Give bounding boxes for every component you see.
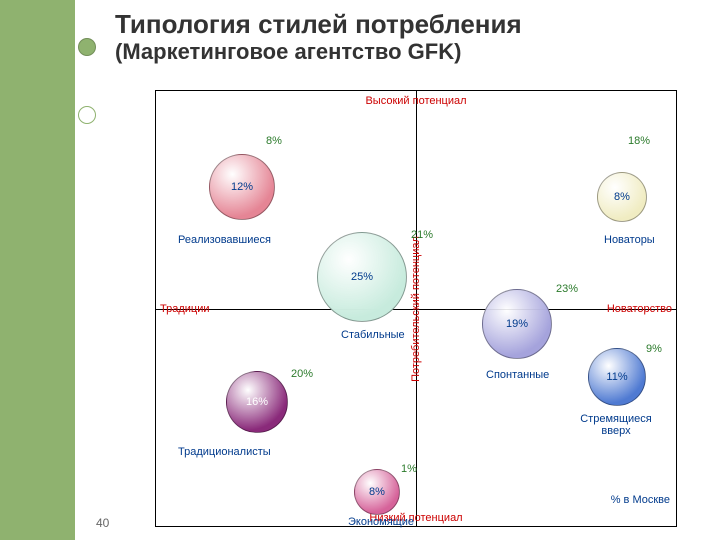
bubble-outer-pct: 18% bbox=[628, 135, 650, 147]
bubble-Новаторы: 8% bbox=[597, 172, 647, 222]
bubble-label: Экономящие bbox=[348, 516, 414, 528]
bubble-outer-pct: 21% bbox=[411, 229, 433, 241]
bubble-label: Спонтанные bbox=[486, 369, 549, 381]
bubble-Традиционалисты: 16% bbox=[226, 371, 288, 433]
slide-title: Типология стилей потребления (Маркетинго… bbox=[115, 10, 522, 65]
bubble-label: Традиционалисты bbox=[178, 446, 271, 458]
bubble-outer-pct: 20% bbox=[291, 368, 313, 380]
bullet-dot-2 bbox=[78, 106, 96, 124]
bubble-Экономящие: 8% bbox=[354, 469, 400, 515]
bubble-inner-pct: 12% bbox=[231, 181, 253, 193]
bubble-label: Стремящиеся вверх bbox=[566, 413, 666, 437]
bubble-inner-pct: 8% bbox=[614, 191, 630, 203]
axis-label-right: Новаторство bbox=[607, 303, 672, 315]
bubble-label: Стабильные bbox=[341, 329, 405, 341]
bubble-outer-pct: 8% bbox=[266, 135, 282, 147]
bubble-inner-pct: 11% bbox=[606, 371, 627, 383]
bubble-inner-pct: 25% bbox=[351, 271, 373, 283]
bubble-quadrant-chart: Высокий потенциал Низкий потенциал Тради… bbox=[155, 90, 677, 527]
axis-label-center-vertical: Потребительский потенциал bbox=[410, 236, 422, 382]
bubble-Реализовавшиеся: 12% bbox=[209, 154, 275, 220]
bubble-label: Реализовавшиеся bbox=[178, 234, 271, 246]
accent-bar bbox=[0, 0, 75, 540]
title-line1: Типология стилей потребления bbox=[115, 10, 522, 39]
bubble-Спонтанные: 19% bbox=[482, 289, 552, 359]
axis-label-top: Высокий потенциал bbox=[365, 95, 466, 107]
bubble-Стремящиеся вверх: 11% bbox=[588, 348, 646, 406]
bubble-outer-pct: 23% bbox=[556, 283, 578, 295]
legend-footer: % в Москве bbox=[611, 494, 670, 506]
bubble-inner-pct: 16% bbox=[246, 396, 268, 408]
bubble-outer-pct: 1% bbox=[401, 463, 417, 475]
bubble-inner-pct: 19% bbox=[506, 318, 528, 330]
bubble-inner-pct: 8% bbox=[369, 486, 385, 498]
bubble-label: Новаторы bbox=[604, 234, 655, 246]
title-line2: (Маркетинговое агентство GFK) bbox=[115, 39, 522, 65]
page-number: 40 bbox=[96, 516, 109, 530]
bubble-outer-pct: 9% bbox=[646, 343, 662, 355]
axis-label-left: Традиции bbox=[160, 303, 210, 315]
bubble-Стабильные: 25% bbox=[317, 232, 407, 322]
bullet-dot-1 bbox=[78, 38, 96, 56]
